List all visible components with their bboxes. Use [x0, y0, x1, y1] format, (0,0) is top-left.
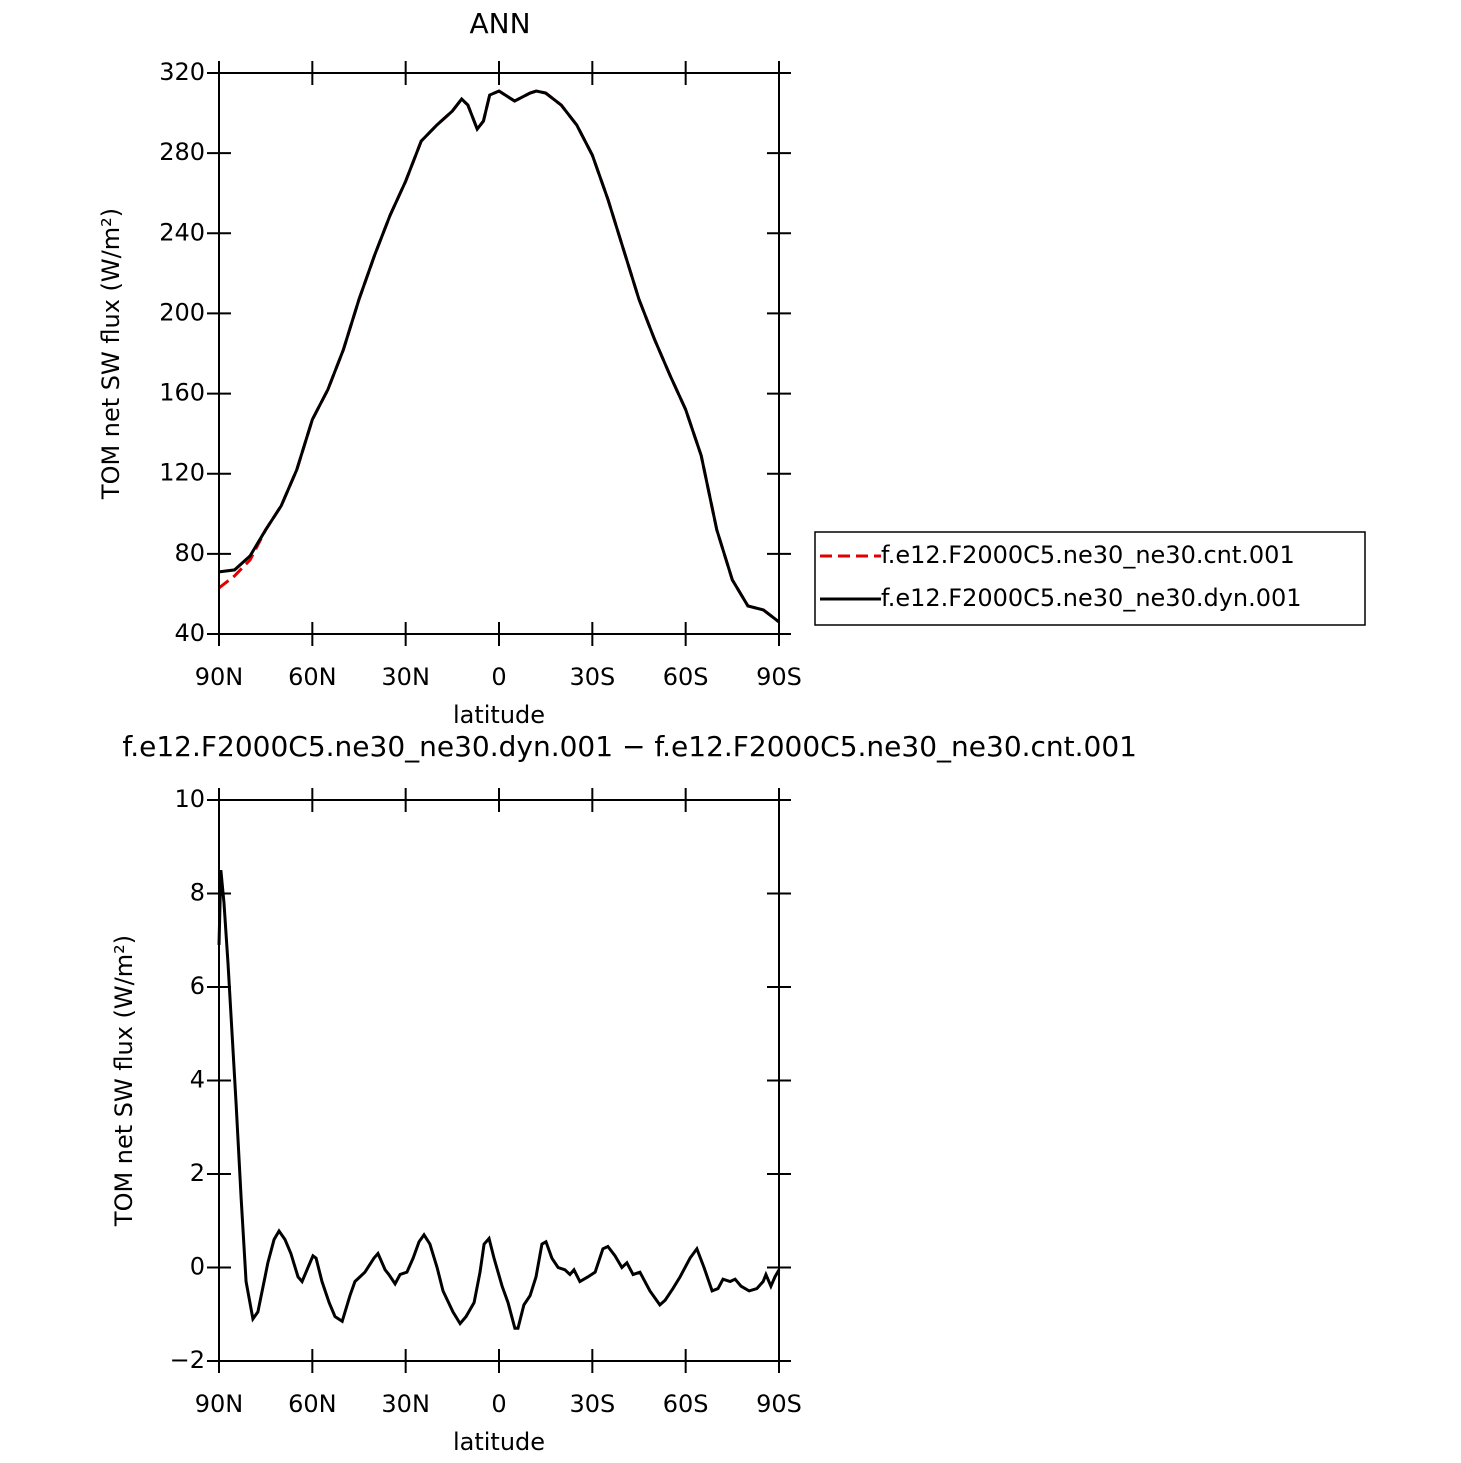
x-axis-label: latitude	[453, 701, 545, 729]
x-tick-label: 90S	[756, 663, 802, 691]
y-tick-label: 8	[190, 879, 205, 907]
series-line	[218, 89, 780, 624]
y-tick-label: 10	[174, 785, 205, 813]
legend-box	[814, 531, 1366, 626]
plot-frame	[218, 72, 780, 635]
x-tick-label: 60S	[663, 663, 709, 691]
chart-title: f.e12.F2000C5.ne30_ne30.dyn.001 − f.e12.…	[122, 730, 1137, 763]
x-tick-label: 0	[491, 663, 506, 691]
legend-label: f.e12.F2000C5.ne30_ne30.dyn.001	[881, 584, 1302, 612]
y-tick-label: 0	[190, 1253, 205, 1281]
y-tick-label: −2	[170, 1346, 205, 1374]
y-tick-label: 160	[159, 379, 205, 407]
y-tick-label: 40	[174, 619, 205, 647]
y-axis-label: TOM net SW flux (W/m²)	[97, 208, 125, 500]
y-tick-label: 120	[159, 459, 205, 487]
y-tick-label: 80	[174, 539, 205, 567]
x-tick-label: 30N	[381, 663, 430, 691]
x-tick-label: 60N	[288, 1390, 337, 1418]
y-tick-label: 2	[190, 1159, 205, 1187]
series-line	[218, 89, 780, 624]
y-tick-label: 280	[159, 138, 205, 166]
y-tick-label: 200	[159, 298, 205, 326]
x-axis-label: latitude	[453, 1428, 545, 1456]
x-tick-label: 60S	[663, 1390, 709, 1418]
x-tick-label: 0	[491, 1390, 506, 1418]
legend-label: f.e12.F2000C5.ne30_ne30.cnt.001	[881, 541, 1295, 569]
x-tick-label: 30N	[381, 1390, 430, 1418]
x-tick-label: 90N	[195, 1390, 244, 1418]
y-tick-label: 6	[190, 972, 205, 1000]
y-axis-label: TOM net SW flux (W/m²)	[110, 935, 138, 1227]
x-tick-label: 90S	[756, 1390, 802, 1418]
y-tick-label: 240	[159, 218, 205, 246]
y-tick-label: 4	[190, 1066, 205, 1094]
x-tick-label: 90N	[195, 663, 244, 691]
y-tick-label: 320	[159, 58, 205, 86]
series-line	[217, 869, 781, 1330]
x-tick-label: 60N	[288, 663, 337, 691]
chart-title: ANN	[469, 7, 530, 40]
x-tick-label: 30S	[569, 663, 615, 691]
x-tick-label: 30S	[569, 1390, 615, 1418]
